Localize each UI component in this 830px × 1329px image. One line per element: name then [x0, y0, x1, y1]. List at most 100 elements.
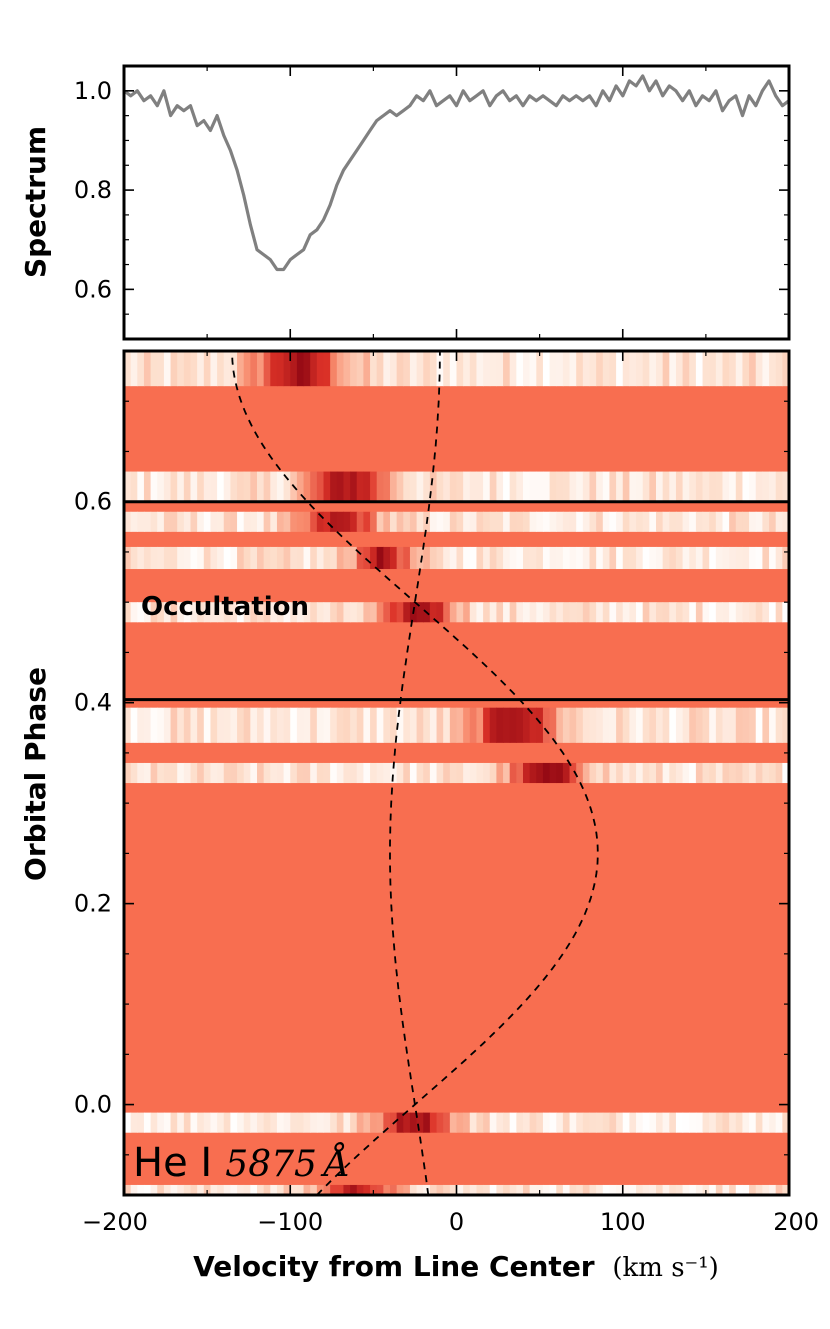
heatmap-cell [715, 707, 724, 743]
heatmap-cell [755, 602, 763, 623]
heatmap-cell [423, 707, 431, 743]
heatmap-cell [596, 762, 604, 784]
spectrum-point [389, 110, 391, 112]
heatmap-cell [449, 471, 458, 502]
heatmap-cell [582, 546, 591, 570]
heatmap-cell [130, 1112, 138, 1133]
heatmap-cell [183, 351, 192, 387]
spectrum-point [462, 90, 464, 92]
heatmap-cell [124, 351, 132, 387]
spectrum-point [748, 95, 750, 97]
heatmap-cell [689, 471, 697, 502]
spectrum-point [495, 95, 497, 97]
heatmap-cell [310, 707, 318, 743]
heatmap-cell [283, 351, 291, 387]
heatmap-cell [549, 602, 557, 623]
heatmap-cell [682, 602, 690, 623]
heatmap-cell [296, 546, 305, 570]
heatmap-cell [403, 546, 411, 570]
heatmap-cell [263, 511, 271, 532]
heatmap-cell [755, 471, 763, 502]
heatmap-cell [416, 602, 424, 623]
observed-spectrum-row [124, 602, 789, 623]
heatmap-cell [243, 602, 251, 623]
heatmap-cell [589, 762, 597, 784]
heatmap-cell [689, 351, 697, 387]
heatmap-cell [143, 511, 152, 532]
heatmap-cell [223, 1184, 231, 1195]
heatmap-cell [602, 511, 611, 532]
heatmap-cell [742, 351, 750, 387]
spectrum-point [502, 90, 504, 92]
spectrum-point [615, 85, 617, 87]
heatmap-cell [755, 511, 763, 532]
heatmap-cell [429, 511, 438, 532]
observed-spectrum-row [124, 1184, 789, 1195]
heatmap-cell [749, 471, 757, 502]
heatmap-cell [596, 602, 604, 623]
heatmap-cell [483, 511, 491, 532]
spectrum-point [402, 110, 404, 112]
spectrum-point [489, 105, 491, 107]
heatmap-cell [476, 351, 484, 387]
heatmap-cell [463, 471, 471, 502]
heatmap-cell [449, 602, 458, 623]
heatmap-cell [695, 1184, 704, 1195]
heatmap-cell [562, 602, 571, 623]
heatmap-cell [589, 471, 597, 502]
heatmap-cell [456, 511, 464, 532]
heatmap-cell [569, 707, 577, 743]
heatmap-cell [602, 602, 611, 623]
heatmap-cell [629, 1112, 637, 1133]
stellar-orbit-curve [389, 351, 441, 1195]
heatmap-cell [143, 762, 152, 784]
spectrum-point [542, 95, 544, 97]
heatmap-cell [383, 707, 391, 743]
heatmap-cell [150, 602, 158, 623]
heatmap-cell [576, 546, 584, 570]
heatmap-cell [769, 511, 777, 532]
heatmap-cell [749, 1112, 757, 1133]
heatmap-cell [130, 351, 138, 387]
heatmap-cell [722, 1112, 730, 1133]
heatmap-cell [642, 1112, 650, 1133]
heatmap-cell [476, 546, 484, 570]
heatmap-cell [157, 762, 165, 784]
heatmap-cell [629, 546, 637, 570]
heatmap-cell [722, 1184, 730, 1195]
spectrum-point [582, 100, 584, 102]
heatmap-cell [223, 1112, 231, 1133]
heatmap-cell [642, 707, 650, 743]
heatmap-cell [689, 707, 697, 743]
heatmap-cell [403, 707, 411, 743]
heatmap-cell [203, 602, 212, 623]
heatmap-cell [370, 471, 378, 502]
heatmap-cell [562, 762, 571, 784]
heatmap-cell [370, 762, 378, 784]
heatmap-cell [443, 511, 451, 532]
heatmap-cell [695, 471, 704, 502]
heatmap-cell [336, 471, 345, 502]
phase-y-tick-label: 0.6 [74, 488, 112, 516]
heatmap-cell [609, 546, 617, 570]
heatmap-cell [223, 546, 231, 570]
heatmap-cell [775, 707, 783, 743]
heatmap-cell [223, 602, 231, 623]
heatmap-cell [356, 351, 364, 387]
heatmap-cell [549, 511, 557, 532]
heatmap-cell [143, 351, 152, 387]
heatmap-cell [303, 602, 311, 623]
heatmap-cell [237, 1184, 245, 1195]
spectrum-point [409, 105, 411, 107]
heatmap-cell [177, 707, 185, 743]
heatmap-cell [715, 511, 724, 532]
heatmap-cell [636, 511, 644, 532]
heatmap-cell [469, 351, 478, 387]
heatmap-cell [170, 511, 178, 532]
heatmap-cell [137, 351, 145, 387]
heatmap-cell [436, 511, 444, 532]
heatmap-cell [536, 1112, 544, 1133]
heatmap-cell [489, 602, 497, 623]
heatmap-cell [582, 471, 591, 502]
heatmap-cell [483, 546, 491, 570]
